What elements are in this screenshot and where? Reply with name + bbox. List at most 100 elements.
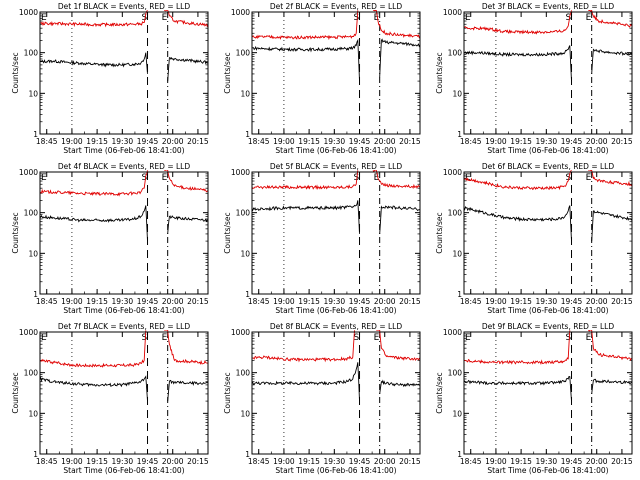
panel-title: Det 8f BLACK = Events, RED = LLD (270, 322, 403, 331)
marker-label: E (162, 173, 168, 183)
x-tick-label: 18:45 (248, 457, 270, 466)
series-line-events (167, 379, 208, 402)
x-tick-label: 20:00 (374, 457, 396, 466)
y-axis-label: Counts/sec (223, 372, 232, 413)
series-line-lld (372, 170, 420, 190)
y-tick-label: 100 (448, 369, 463, 378)
x-axis-label: Start Time (06-Feb-06 18:41:00) (487, 466, 608, 475)
x-tick-label: 19:30 (536, 457, 558, 466)
y-tick-label: 10 (240, 89, 250, 98)
series-line-lld (588, 170, 632, 187)
x-tick-label: 20:15 (611, 297, 633, 306)
y-tick-label: 1000 (231, 328, 250, 337)
series-group (252, 10, 420, 82)
x-tick-label: 20:15 (187, 457, 209, 466)
series-line-events (464, 376, 572, 402)
y-axis-label: Counts/sec (223, 52, 232, 93)
x-tick-label: 19:15 (86, 297, 108, 306)
y-tick-label: 100 (24, 209, 39, 218)
series-line-events (252, 38, 360, 82)
x-tick-label: 20:00 (162, 297, 184, 306)
y-tick-label: 100 (448, 49, 463, 58)
x-tick-label: 18:45 (36, 137, 58, 146)
y-axis-label: Counts/sec (435, 52, 444, 93)
series-line-events (464, 205, 572, 242)
y-tick-label: 1000 (443, 8, 462, 17)
x-tick-label: 18:45 (36, 297, 58, 306)
x-tick-label: 19:45 (349, 457, 371, 466)
x-tick-label: 19:00 (61, 297, 83, 306)
plot-frame (463, 331, 633, 455)
x-tick-label: 18:45 (248, 137, 270, 146)
series-group (40, 170, 208, 242)
detector-panel-7: Det 7f BLACK = Events, RED = LLD 1 10 100 10… (11, 322, 209, 475)
y-tick-label: 100 (448, 209, 463, 218)
y-tick-label: 10 (28, 249, 38, 258)
x-tick-label: 20:15 (187, 297, 209, 306)
x-tick-label: 19:15 (86, 457, 108, 466)
y-tick-label: 1 (33, 290, 38, 299)
x-tick-label: 20:00 (374, 297, 396, 306)
x-tick-label: 19:00 (61, 137, 83, 146)
x-tick-label: 19:15 (510, 137, 532, 146)
x-axis-label: Start Time (06-Feb-06 18:41:00) (487, 306, 608, 315)
x-tick-label: 19:00 (485, 457, 507, 466)
series-line-lld (588, 330, 632, 361)
y-tick-label: 1 (245, 130, 250, 139)
x-tick-label: 20:00 (586, 137, 608, 146)
x-tick-label: 19:45 (349, 297, 371, 306)
marker-label: S (566, 333, 572, 343)
x-tick-label: 19:15 (510, 297, 532, 306)
series-line-events (591, 48, 632, 74)
x-tick-label: 19:45 (137, 457, 159, 466)
plot-frame (251, 11, 421, 135)
detector-panel-3: Det 3f BLACK = Events, RED = LLD 1 10 100 10… (435, 2, 633, 155)
x-tick-label: 18:45 (460, 297, 482, 306)
x-tick-label: 20:15 (399, 457, 421, 466)
x-tick-label: 19:00 (61, 457, 83, 466)
x-axis-label: Start Time (06-Feb-06 18:41:00) (275, 466, 396, 475)
x-tick-label: 20:00 (374, 137, 396, 146)
x-tick-label: 19:15 (298, 457, 320, 466)
x-tick-label: 19:45 (561, 297, 583, 306)
series-group (464, 330, 632, 402)
panel-title: Det 7f BLACK = Events, RED = LLD (58, 322, 191, 331)
marker-label: E (374, 13, 380, 23)
x-tick-label: 19:15 (510, 457, 532, 466)
x-tick-label: 19:30 (536, 297, 558, 306)
series-line-lld (164, 10, 208, 28)
x-tick-label: 20:00 (586, 457, 608, 466)
x-tick-label: 20:00 (162, 137, 184, 146)
series-line-lld (40, 330, 147, 368)
x-tick-label: 20:15 (187, 137, 209, 146)
y-tick-label: 10 (452, 249, 462, 258)
y-tick-label: 1000 (19, 328, 38, 337)
marker-label: E (465, 13, 471, 23)
x-tick-label: 19:00 (485, 137, 507, 146)
series-line-events (167, 57, 208, 82)
plot-frame (463, 11, 633, 135)
series-line-events (379, 379, 420, 394)
x-tick-label: 19:30 (324, 457, 346, 466)
x-axis-label: Start Time (06-Feb-06 18:41:00) (63, 306, 184, 315)
x-axis-label: Start Time (06-Feb-06 18:41:00) (63, 146, 184, 155)
x-tick-label: 18:45 (460, 457, 482, 466)
series-line-events (252, 200, 360, 234)
series-line-events (167, 215, 208, 234)
y-tick-label: 10 (452, 409, 462, 418)
series-line-events (252, 362, 360, 402)
x-tick-label: 20:15 (611, 137, 633, 146)
panel-title: Det 4f BLACK = Events, RED = LLD (58, 162, 191, 171)
x-tick-label: 19:15 (298, 297, 320, 306)
x-tick-label: 19:45 (349, 137, 371, 146)
y-tick-label: 1000 (443, 328, 462, 337)
x-tick-label: 19:15 (298, 137, 320, 146)
y-axis-label: Counts/sec (435, 372, 444, 413)
y-tick-label: 1000 (19, 8, 38, 17)
x-tick-label: 19:30 (112, 457, 134, 466)
series-line-lld (464, 170, 572, 191)
detector-panel-9: Det 9f BLACK = Events, RED = LLD 1 10 100 10… (435, 322, 633, 475)
series-line-lld (464, 10, 572, 35)
series-line-events (379, 38, 420, 78)
